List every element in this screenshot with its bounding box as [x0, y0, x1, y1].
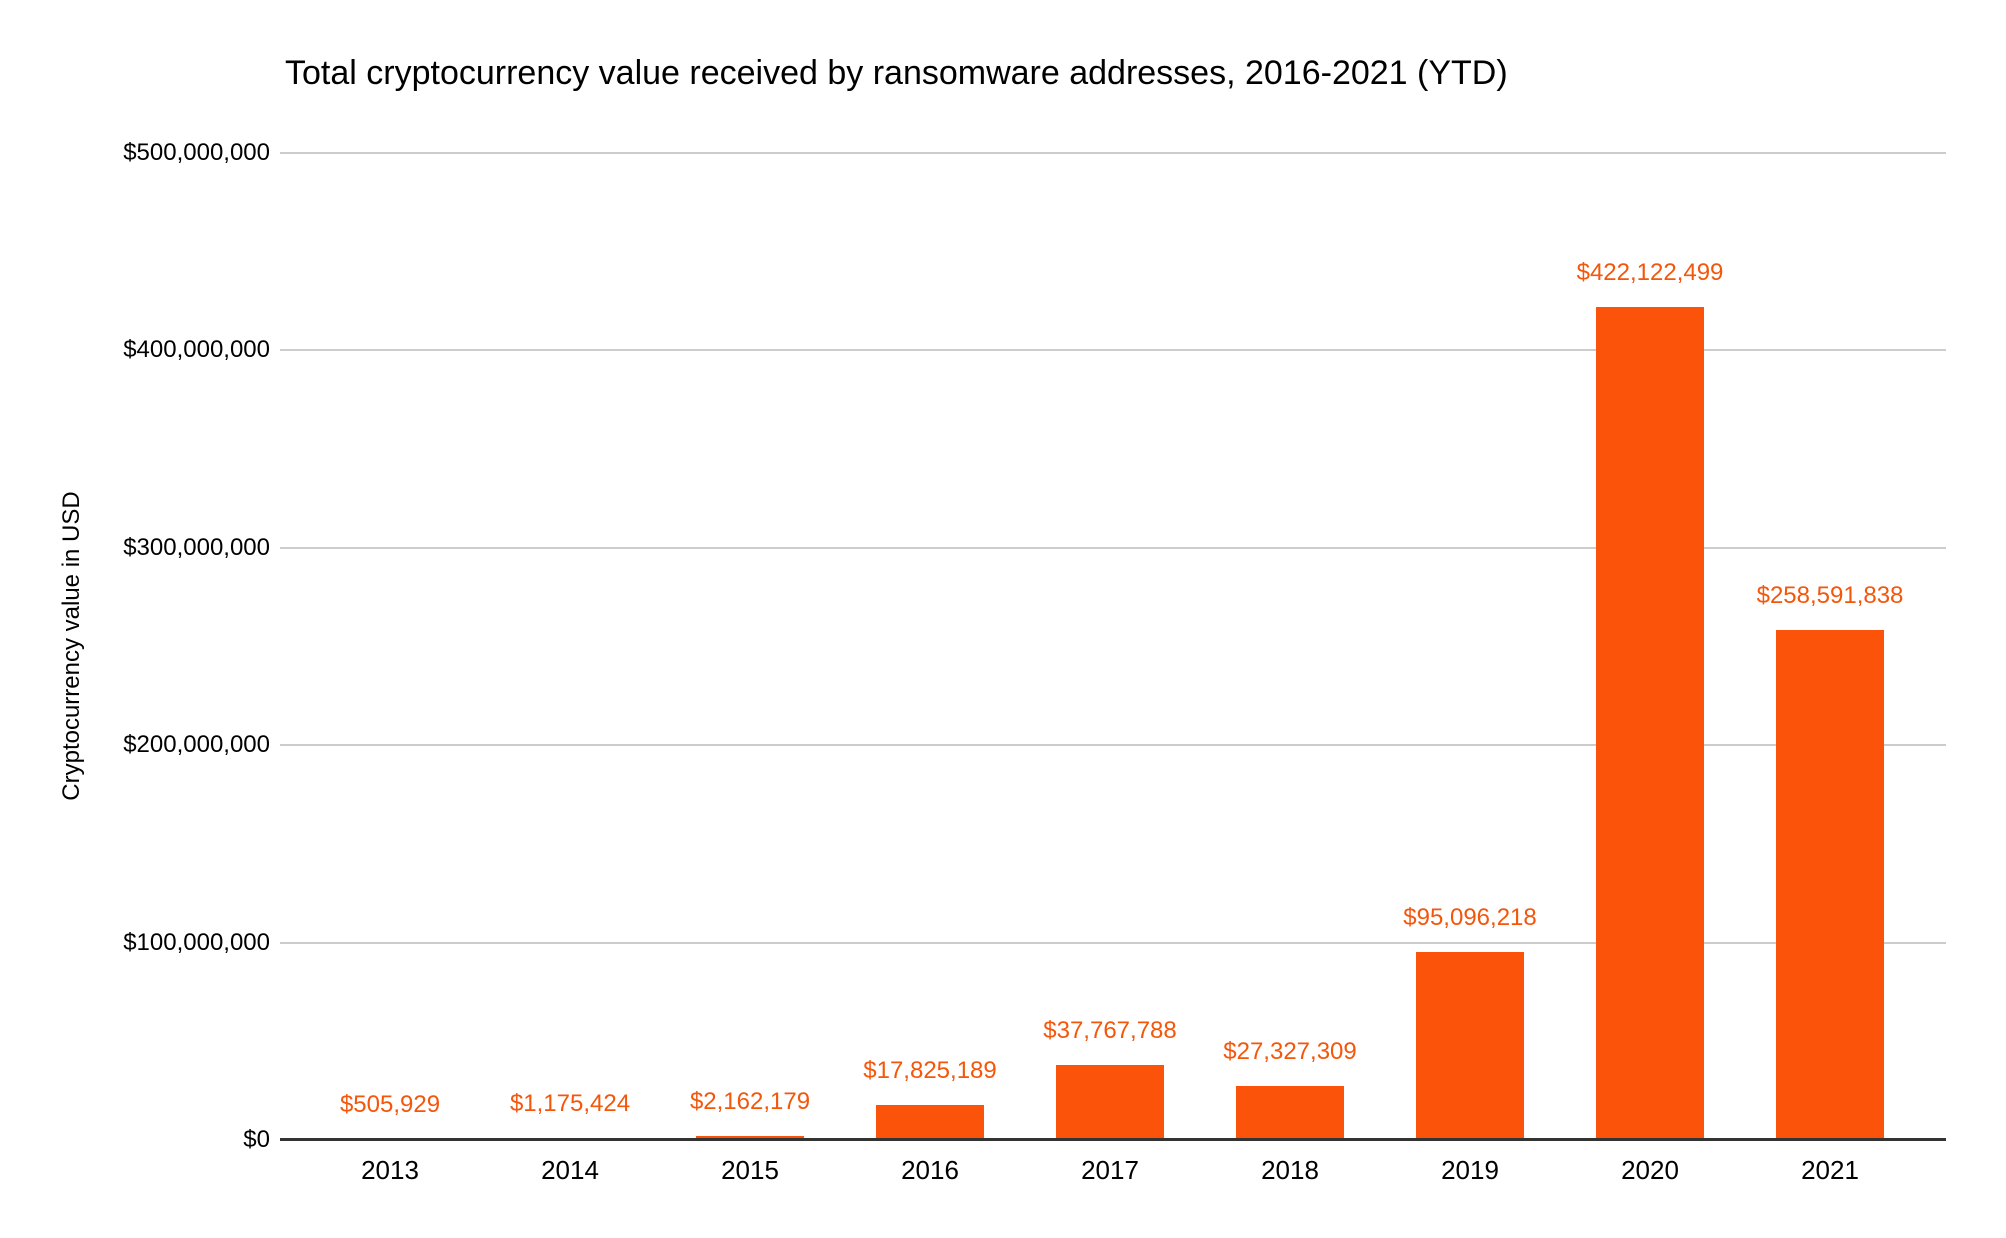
- gridline-500000000: [280, 152, 1946, 154]
- y-tick-label-4: $400,000,000: [123, 336, 270, 364]
- y-tick-label-1: $100,000,000: [123, 928, 270, 956]
- bar-2021: [1776, 630, 1884, 1140]
- bar-value-label-2016: $17,825,189: [863, 1057, 997, 1084]
- y-tick-label-2: $200,000,000: [123, 731, 270, 759]
- bar-value-label-2021: $258,591,838: [1756, 582, 1904, 609]
- gridline-400000000: [280, 349, 1946, 352]
- x-tick-label-2015: 2015: [721, 1155, 779, 1185]
- y-tick-label-3: $300,000,000: [123, 533, 270, 561]
- bar-value-label-2019: $95,096,218: [1403, 904, 1537, 931]
- x-tick-label-2019: 2019: [1441, 1155, 1499, 1185]
- bar-value-label-2014: $1,175,424: [509, 1090, 631, 1117]
- bar-value-label-2018: $27,327,309: [1223, 1038, 1357, 1065]
- gridline-200000000: [280, 744, 1946, 747]
- bar-2018: [1236, 1086, 1344, 1140]
- x-tick-label-2014: 2014: [541, 1155, 599, 1185]
- bar-2020: [1596, 307, 1704, 1140]
- bar-2019: [1416, 952, 1524, 1140]
- y-tick-label-5: $500,000,000: [123, 139, 270, 166]
- gridline-300000000: [280, 546, 1946, 549]
- bar-value-label-2020: $422,122,499: [1576, 259, 1724, 286]
- x-tick-label-2018: 2018: [1261, 1155, 1319, 1185]
- bar-2016: [876, 1105, 984, 1140]
- bar-value-label-2017: $37,767,788: [1043, 1017, 1177, 1044]
- x-tick-label-2020: 2020: [1621, 1155, 1679, 1185]
- plot-area: $505,929 2013 $1,175,424 2014 $2,162,179 2015…: [280, 152, 1946, 1185]
- bar-2017: [1056, 1065, 1164, 1140]
- chart-title: Total cryptocurrency value received by r…: [285, 54, 1508, 92]
- x-tick-label-2021: 2021: [1801, 1155, 1859, 1185]
- x-axis-line: [280, 1138, 1946, 1141]
- bar-value-label-2013: $505,929: [339, 1091, 441, 1118]
- x-tick-label-2013: 2013: [361, 1155, 419, 1185]
- y-tick-label-0: $0: [243, 1126, 270, 1153]
- x-tick-label-2017: 2017: [1081, 1155, 1139, 1185]
- x-tick-label-2016: 2016: [901, 1155, 959, 1185]
- gridline-100000000: [280, 941, 1946, 944]
- bar-value-label-2015: $2,162,179: [689, 1088, 811, 1115]
